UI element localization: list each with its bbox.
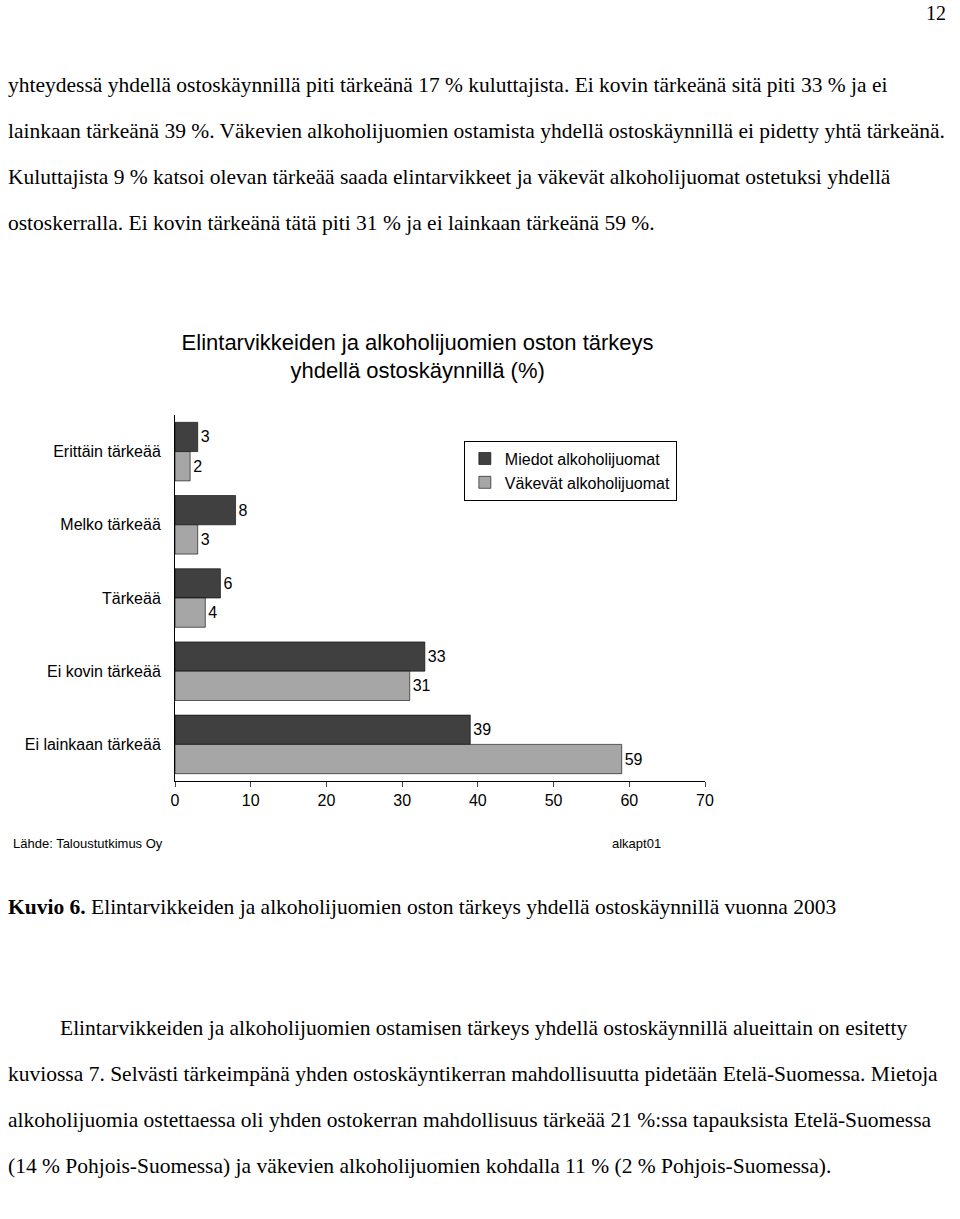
svg-text:39: 39 <box>473 721 491 738</box>
svg-text:30: 30 <box>393 792 411 809</box>
svg-text:Ei lainkaan tärkeää: Ei lainkaan tärkeää <box>25 736 161 753</box>
svg-text:31: 31 <box>413 677 431 694</box>
svg-text:alkapt01: alkapt01 <box>612 836 661 851</box>
svg-text:Tärkeää: Tärkeää <box>102 590 161 607</box>
svg-text:Melko tärkeää: Melko tärkeää <box>60 516 161 533</box>
svg-text:Erittäin tärkeää: Erittäin tärkeää <box>53 443 161 460</box>
svg-text:10: 10 <box>242 792 260 809</box>
svg-text:2: 2 <box>193 458 202 475</box>
html-text:yhteydessä yhdellä ostoskäynni: yhteydessä yhdellä ostoskäynnillä piti t… <box>8 73 945 235</box>
svg-text:59: 59 <box>625 751 643 768</box>
svg-text:33: 33 <box>428 648 446 665</box>
svg-text:40: 40 <box>469 792 487 809</box>
svg-text:60: 60 <box>620 792 638 809</box>
svg-text:4: 4 <box>208 604 217 621</box>
svg-text:20: 20 <box>318 792 336 809</box>
svg-text:8: 8 <box>239 502 248 519</box>
svg-text:Ei kovin tärkeää: Ei kovin tärkeää <box>47 663 161 680</box>
svg-text:Lähde: Taloustutkimus Oy: Lähde: Taloustutkimus Oy <box>13 836 163 851</box>
svg-text:0: 0 <box>171 792 180 809</box>
svg-text:50: 50 <box>545 792 563 809</box>
svg-text:3: 3 <box>201 428 210 445</box>
svg-text:Väkevät alkoholijuomat: Väkevät alkoholijuomat <box>505 475 670 492</box>
html-text:Elintarvikkeiden ja alkoholiju: Elintarvikkeiden ja alkoholijuomien osta… <box>8 1016 938 1178</box>
svg-text:Miedot alkoholijuomat: Miedot alkoholijuomat <box>505 451 660 468</box>
html-text:Kuvio 6. Elintarvikkeiden ja a: Kuvio 6. Elintarvikkeiden ja alkoholijuo… <box>8 895 837 919</box>
svg-text:70: 70 <box>696 792 714 809</box>
svg-text:6: 6 <box>223 575 232 592</box>
svg-text:Elintarvikkeiden ja alkoholiju: Elintarvikkeiden ja alkoholijuomien osto… <box>182 330 654 384</box>
html-text:12: 12 <box>926 2 946 24</box>
svg-text:3: 3 <box>201 531 210 548</box>
